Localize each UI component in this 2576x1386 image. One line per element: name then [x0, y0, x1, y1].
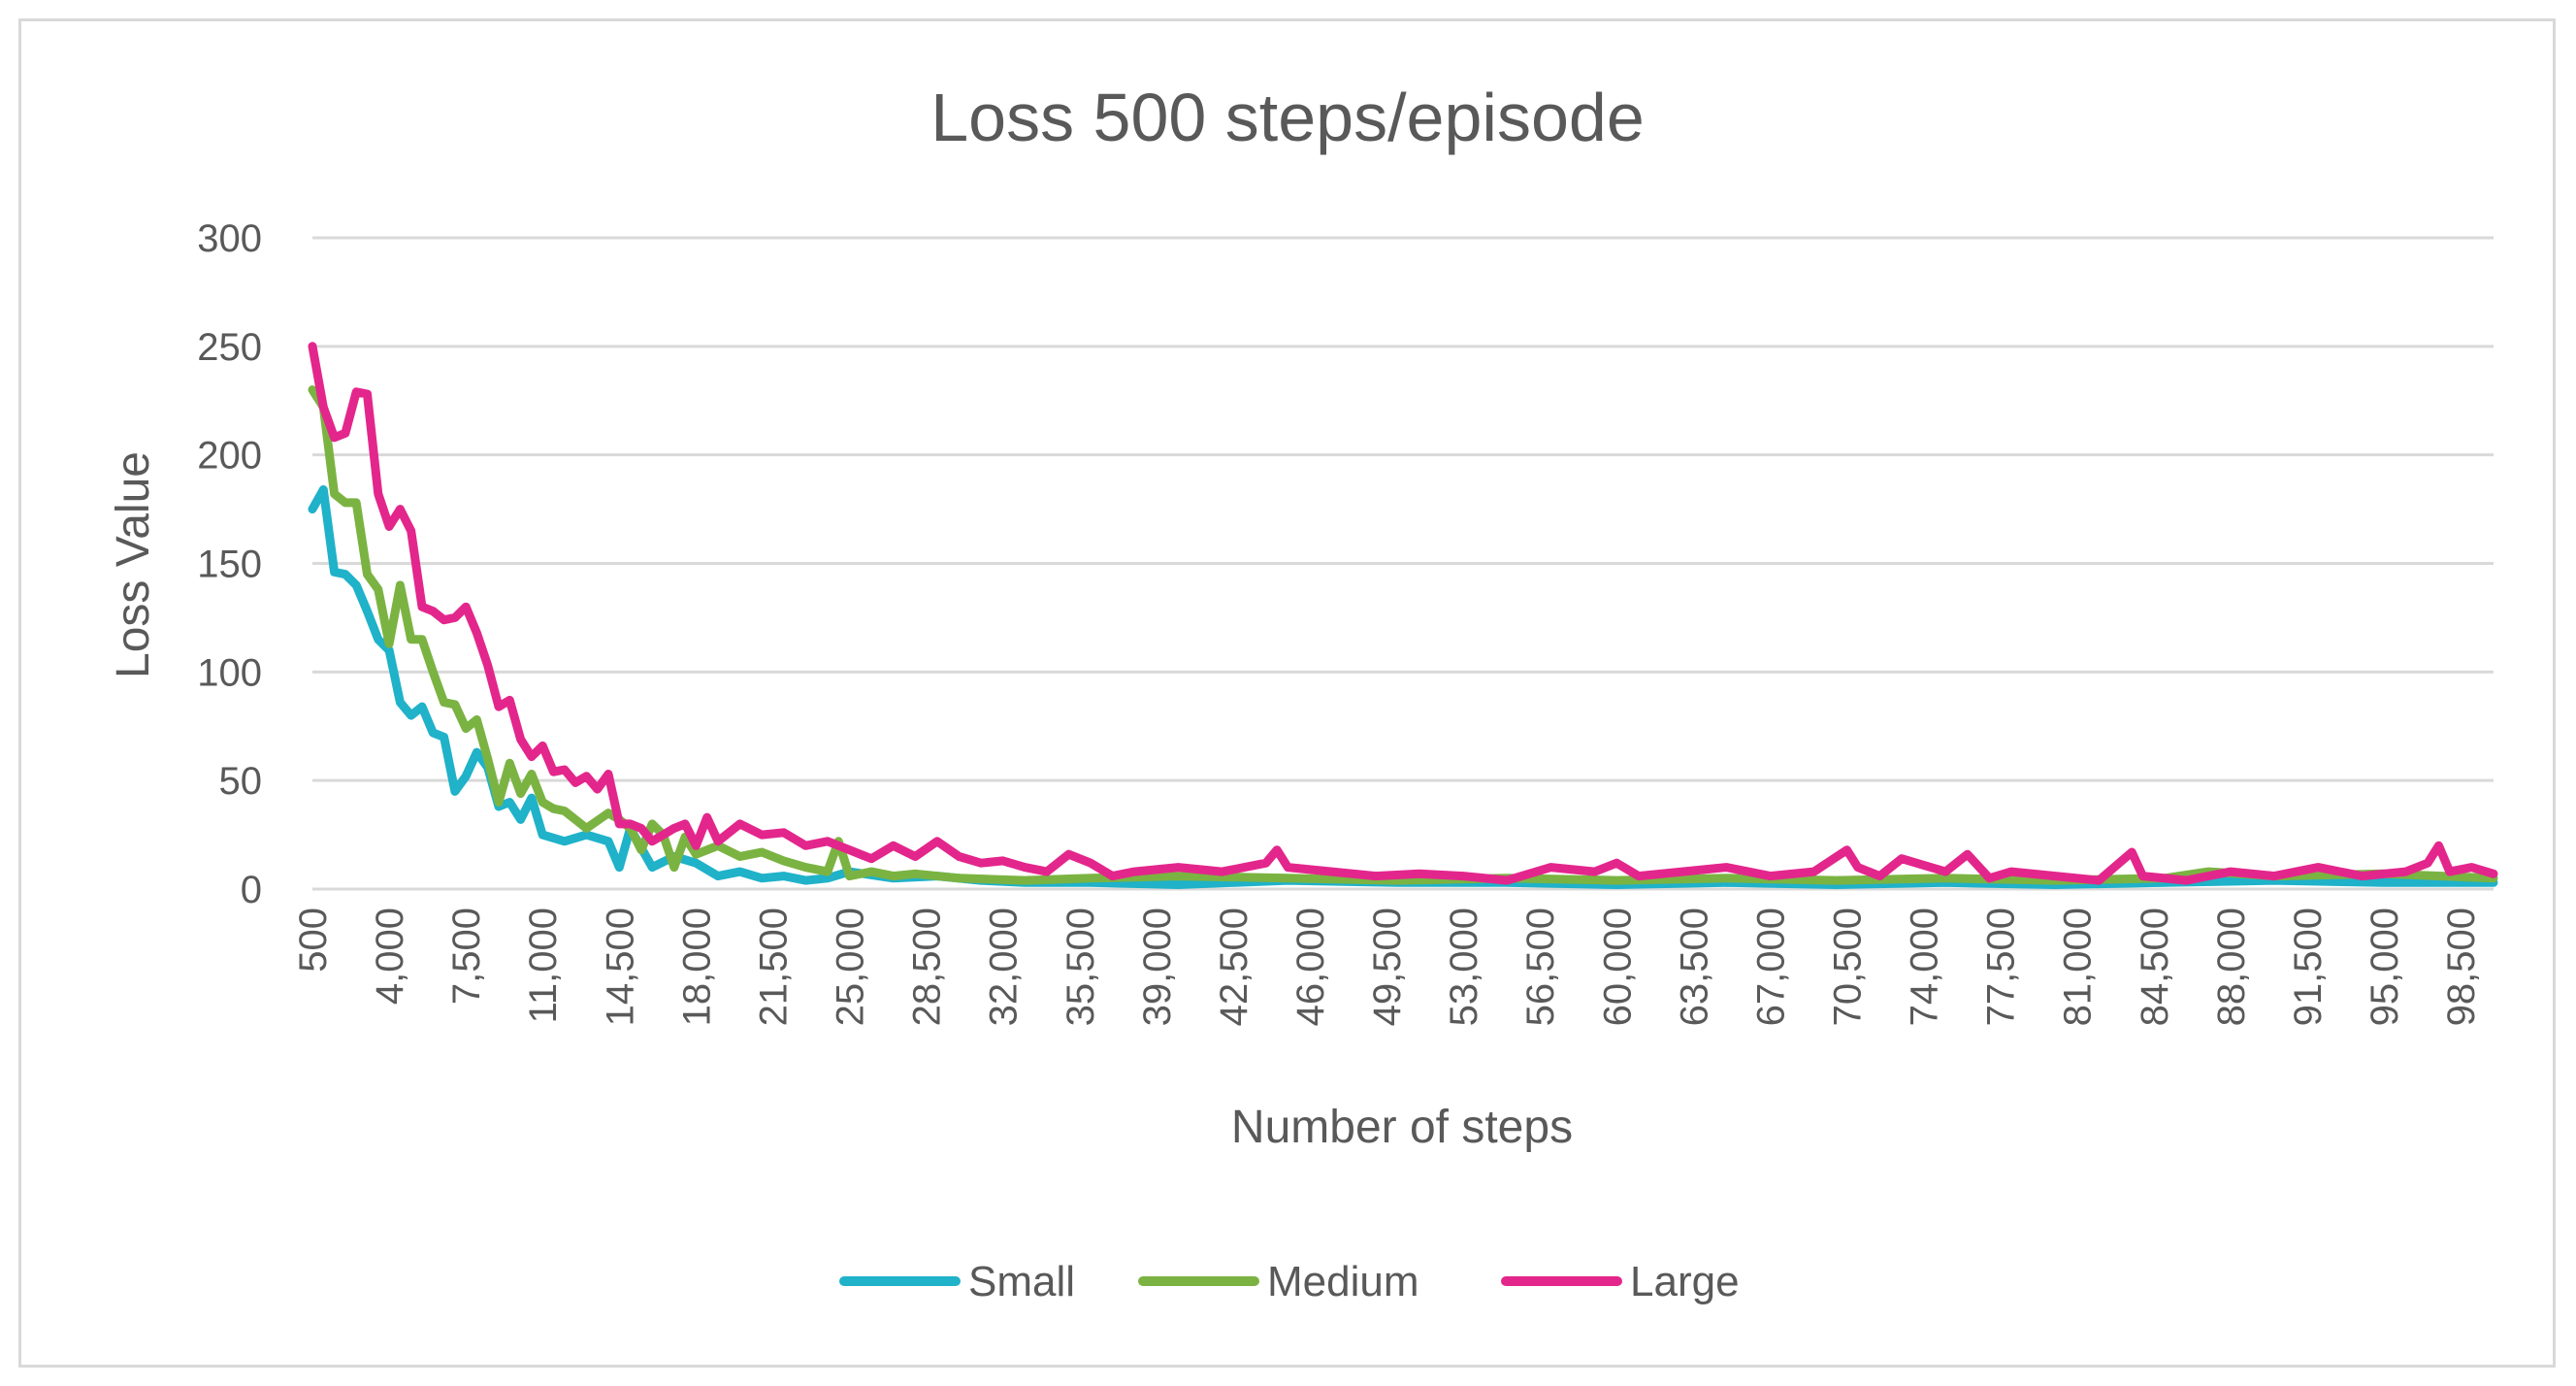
series-line-large	[308, 342, 2498, 885]
x-tick-label: 88,000	[2210, 908, 2253, 1026]
x-tick-label: 11,000	[522, 908, 565, 1023]
y-tick-label: 100	[197, 651, 262, 694]
gridlines	[312, 236, 2494, 891]
y-axis-ticks: 0 50 100 150 200 250 300	[197, 217, 262, 911]
chart-title: Loss 500 steps/episode	[930, 80, 1645, 155]
legend-label-medium: Medium	[1267, 1258, 1419, 1305]
x-tick-label: 95,000	[2364, 908, 2406, 1026]
x-tick-label: 28,500	[906, 908, 949, 1026]
x-tick-label: 25,000	[830, 908, 872, 1026]
x-tick-label: 21,500	[752, 908, 795, 1026]
legend: Small Medium Large	[839, 1258, 1740, 1305]
x-tick-label: 91,500	[2287, 908, 2330, 1026]
x-tick-label: 53,000	[1443, 908, 1485, 1026]
x-tick-label: 4,000	[369, 908, 411, 1005]
x-tick-label: 46,000	[1289, 908, 1332, 1026]
x-axis-title: Number of steps	[1231, 1102, 1573, 1153]
x-tick-label: 84,500	[2134, 908, 2176, 1026]
legend-label-small: Small	[968, 1258, 1075, 1305]
x-tick-label: 18,000	[675, 908, 718, 1026]
x-tick-label: 67,000	[1749, 908, 1792, 1026]
x-tick-label: 32,000	[983, 908, 1026, 1026]
y-axis-title: Loss Value	[108, 451, 159, 678]
x-tick-label: 98,500	[2440, 908, 2483, 1026]
y-tick-label: 0	[241, 869, 262, 911]
x-tick-label: 14,500	[599, 908, 641, 1026]
series-lines	[308, 342, 2498, 889]
x-tick-label: 49,500	[1366, 908, 1409, 1026]
x-tick-label: 70,500	[1827, 908, 1870, 1026]
y-tick-label: 300	[197, 217, 262, 260]
x-tick-label: 7,500	[445, 908, 488, 1005]
x-tick-label: 63,500	[1673, 908, 1715, 1026]
x-tick-label: 500	[292, 908, 335, 973]
x-tick-label: 81,000	[2057, 908, 2100, 1026]
x-axis-ticks: 500 4,000 7,500 11,000 14,500 18,000 21,500 25,…	[292, 908, 2483, 1026]
x-tick-label: 60,000	[1596, 908, 1639, 1026]
legend-label-large: Large	[1630, 1258, 1740, 1305]
x-tick-label: 39,000	[1136, 908, 1179, 1026]
x-tick-label: 42,500	[1213, 908, 1255, 1026]
y-tick-label: 200	[197, 435, 262, 478]
y-tick-label: 50	[219, 760, 263, 803]
y-tick-label: 150	[197, 544, 262, 586]
y-tick-label: 250	[197, 326, 262, 369]
x-tick-label: 77,500	[1980, 908, 2023, 1026]
x-tick-label: 56,500	[1519, 908, 1562, 1026]
x-tick-label: 74,000	[1904, 908, 1946, 1026]
series-line-medium	[308, 385, 2498, 885]
x-tick-label: 35,500	[1060, 908, 1102, 1026]
